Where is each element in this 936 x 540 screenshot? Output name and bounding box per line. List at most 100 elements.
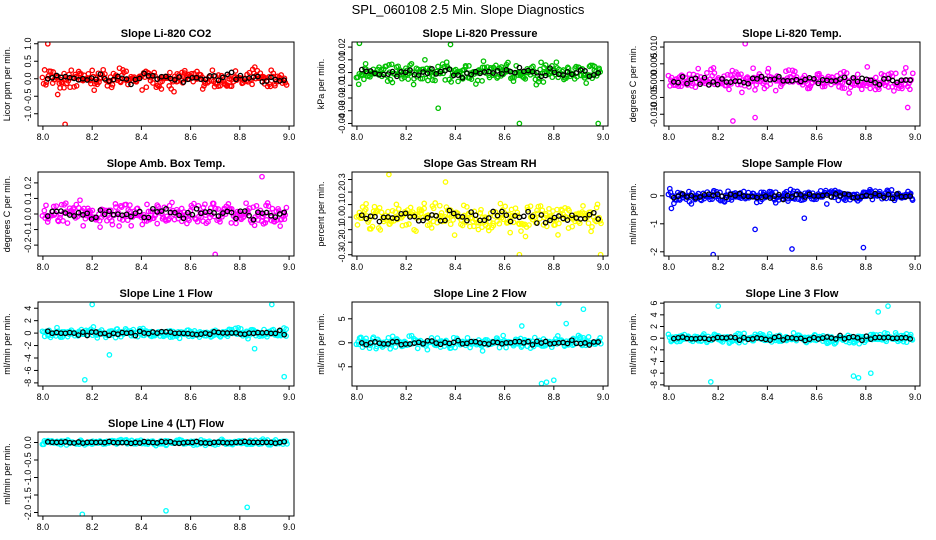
data-point [577, 334, 584, 340]
reference-point [706, 82, 712, 88]
data-point [553, 59, 560, 66]
data-point [262, 219, 269, 226]
data-point [39, 74, 46, 81]
reference-point [850, 74, 857, 81]
data-point [835, 197, 842, 204]
data-point [588, 228, 594, 235]
y-tick-label: -0.1 [337, 222, 347, 238]
outlier-point [89, 302, 96, 308]
data-point [64, 220, 71, 226]
x-tick-label: 8.0 [37, 262, 50, 272]
x-tick-label: 8.8 [548, 392, 561, 402]
data-point [505, 59, 511, 66]
outlier-point [44, 42, 51, 47]
x-tick-label: 8.8 [234, 132, 247, 142]
reference-point [141, 70, 147, 77]
reference-point [84, 210, 91, 217]
data-point [211, 83, 218, 90]
y-tick-label: -1.0 [23, 470, 33, 486]
reference-point [811, 75, 817, 82]
x-tick-label: 8.6 [498, 262, 511, 272]
reference-point [538, 212, 545, 218]
x-tick-label: 8.8 [234, 522, 247, 532]
data-point [44, 219, 51, 225]
data-point [406, 221, 412, 227]
data-point [495, 73, 501, 80]
reference-point [710, 79, 717, 85]
data-point [215, 206, 222, 212]
reference-point [837, 193, 843, 199]
data-point [510, 219, 517, 226]
data-point [790, 330, 797, 336]
reference-point [719, 76, 725, 82]
plot-frame [351, 301, 609, 387]
reference-point [758, 73, 765, 80]
y-tick-label: 4 [23, 306, 33, 311]
plot-frame [663, 301, 921, 387]
reference-point [582, 215, 588, 222]
y-axis-label: ml/min per min. [316, 313, 326, 375]
data-point [899, 85, 905, 92]
reference-point [516, 64, 523, 71]
reference-point [547, 65, 553, 71]
data-point [583, 80, 590, 86]
reference-point [841, 74, 848, 81]
y-tick-label: -1.5 [23, 487, 33, 503]
outlier-point [244, 504, 251, 511]
reference-point [276, 327, 283, 334]
outlier-point [742, 42, 749, 47]
data-point [109, 81, 116, 88]
data-point [367, 73, 373, 80]
data-point [283, 82, 290, 88]
reference-point [776, 333, 782, 340]
data-point [593, 204, 600, 211]
y-tick-label: -0.1 [23, 222, 33, 238]
reference-point [429, 66, 435, 72]
x-tick-label: 8.2 [86, 522, 99, 532]
x-tick-label: 8.2 [712, 392, 725, 402]
y-axis-label: percent per min. [316, 181, 326, 246]
reference-point [802, 194, 808, 200]
outlier-point [356, 42, 363, 47]
y-axis-label: degrees C per min. [2, 176, 12, 253]
x-tick-label: 8.6 [498, 132, 511, 142]
reference-point [876, 81, 883, 88]
reference-point [433, 70, 440, 77]
data-point [765, 65, 772, 72]
reference-point [481, 217, 488, 224]
data-point [265, 203, 272, 209]
data-point [217, 82, 223, 89]
reference-point [281, 77, 288, 83]
x-tick-label: 8.0 [37, 392, 50, 402]
data-point [479, 78, 485, 84]
reference-point [872, 79, 878, 86]
data-point [752, 87, 758, 93]
data-point [194, 218, 201, 225]
y-tick-label: -4 [649, 357, 659, 365]
data-point [598, 220, 604, 227]
x-tick-label: 8.6 [184, 392, 197, 402]
x-tick-label: 8.2 [86, 132, 99, 142]
data-point [60, 218, 66, 224]
panels: Slope Li-820 CO2 8.0 8.2 8.4 8.6 8.8 9.0 -1.0 -0… [2, 28, 921, 532]
data-point [562, 205, 568, 211]
reference-point [889, 77, 896, 84]
x-tick-label: 8.0 [37, 522, 50, 532]
data-point [856, 340, 863, 347]
y-tick-label: -2.0 [23, 505, 33, 521]
data-point [85, 70, 92, 77]
reference-point [433, 212, 440, 219]
data-point [91, 87, 98, 94]
y-tick-label: -0.03 [337, 100, 347, 121]
y-tick-label: -0.5 [23, 452, 33, 468]
data-point [836, 83, 842, 90]
reference-point [586, 211, 593, 218]
outlier-point [789, 246, 795, 252]
data-point [738, 71, 744, 78]
data-point [907, 86, 913, 93]
x-tick-label: 9.0 [283, 522, 296, 532]
reference-point [75, 209, 82, 216]
chart-panel-p1: Slope Li-820 Pressure 8.0 8.2 8.4 8.6 8.8 9.0 -… [316, 28, 609, 142]
reference-point [228, 69, 235, 76]
data-point [594, 201, 601, 208]
